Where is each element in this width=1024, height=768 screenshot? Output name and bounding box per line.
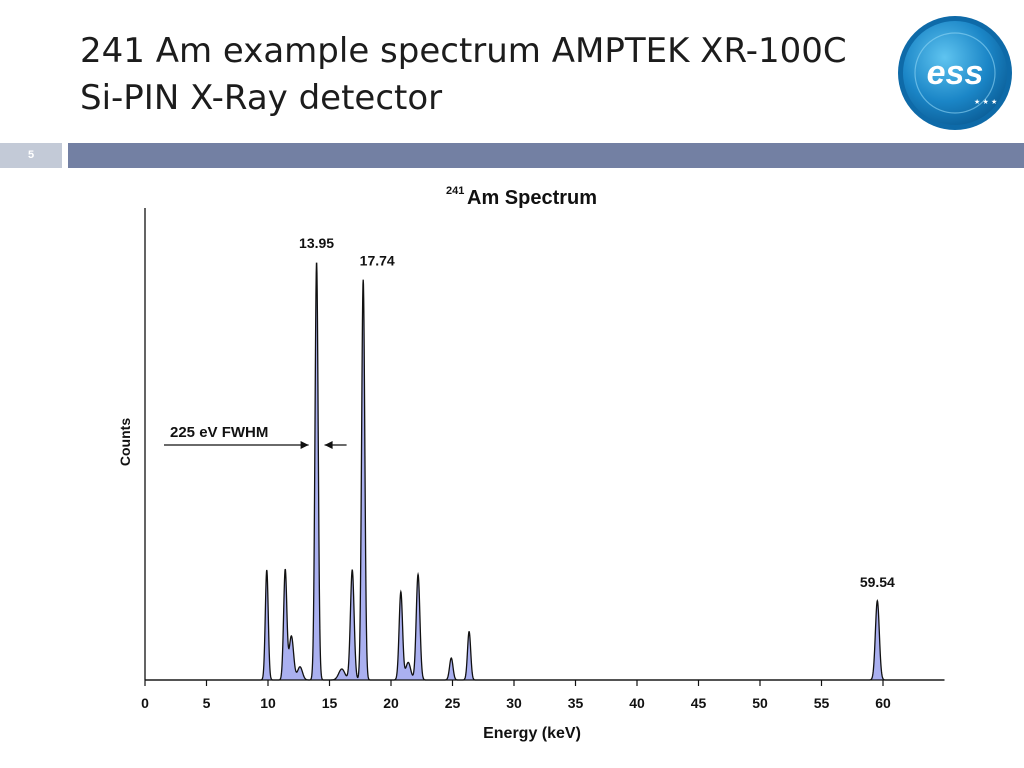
fwhm-arrowhead-left [324, 441, 333, 449]
fwhm-annotation: 225 eV FWHM [164, 424, 347, 449]
chart-title-main: Am Spectrum [467, 187, 597, 209]
x-ticks: 0 5 10 15 20 25 30 35 40 45 50 55 60 [141, 680, 891, 711]
x-tick-label: 40 [629, 695, 645, 711]
peak-label: 13.95 [299, 235, 334, 251]
plot-area [144, 208, 945, 681]
slide-number-box [0, 143, 62, 168]
slide-title-line2: Si-PIN X-Ray detector [80, 78, 443, 118]
header-band [68, 143, 1024, 168]
slide-number: 5 [27, 149, 35, 161]
chart-title: 241 Am Spectrum [446, 185, 597, 209]
logo-text: ess [927, 54, 984, 92]
x-tick-label: 50 [752, 695, 768, 711]
am-spectrum-chart: 241 Am Spectrum Counts Energy (keV) 0 5 10… [117, 185, 945, 742]
slide-title-line1: 241 Am example spectrum AMPTEK XR-100C [80, 31, 847, 71]
svg-text:★ ★ ★: ★ ★ ★ [974, 98, 997, 106]
x-tick-label: 35 [568, 695, 584, 711]
chart-title-superscript: 241 [446, 185, 464, 197]
x-axis-label: Energy (keV) [483, 725, 581, 742]
x-tick-label: 60 [875, 695, 891, 711]
spectrum-line [145, 262, 945, 681]
x-tick-label: 5 [203, 695, 211, 711]
x-tick-label: 30 [506, 695, 522, 711]
x-tick-label: 10 [260, 695, 276, 711]
fwhm-label: 225 eV FWHM [170, 424, 268, 441]
x-tick-label: 25 [445, 695, 461, 711]
peak-label: 17.74 [360, 253, 395, 269]
y-axis-label: Counts [117, 418, 133, 466]
x-tick-label: 45 [691, 695, 707, 711]
slide-title: 241 Am example spectrum AMPTEK XR-100C S… [80, 28, 910, 138]
peak-label: 59.54 [860, 574, 895, 590]
fwhm-arrowhead-right [300, 441, 309, 449]
ess-logo: ess ★ ★ ★ [898, 16, 1012, 130]
x-tick-label: 15 [322, 695, 338, 711]
x-tick-label: 0 [141, 695, 149, 711]
x-tick-label: 55 [814, 695, 830, 711]
x-tick-label: 20 [383, 695, 399, 711]
peak-labels: 13.95 17.74 59.54 [299, 235, 895, 590]
